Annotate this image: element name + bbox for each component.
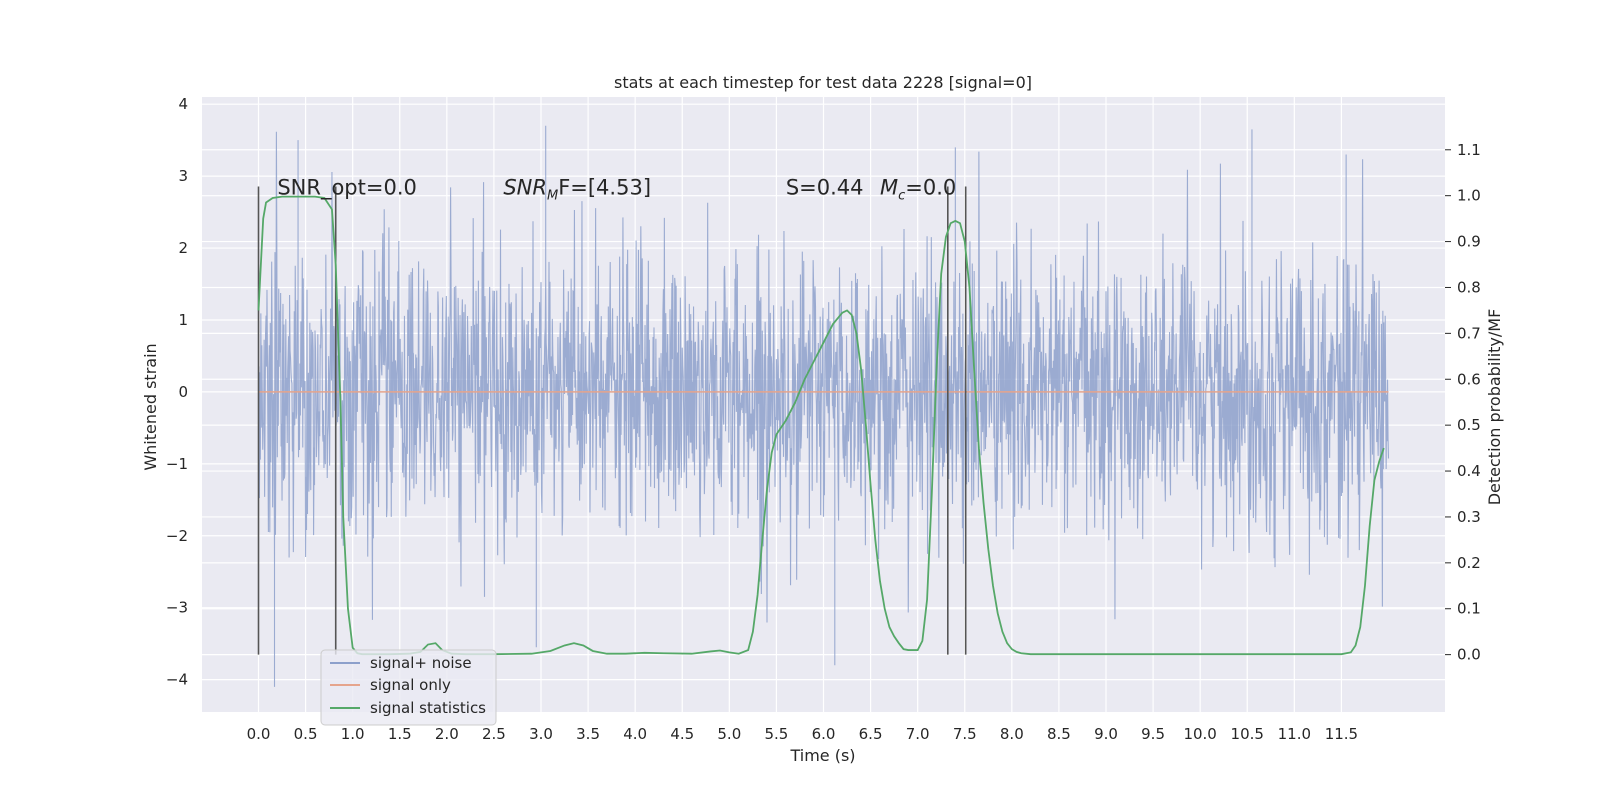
annotation-mc-base: M bbox=[880, 176, 898, 200]
y-left-tick-label: 1 bbox=[178, 311, 188, 329]
x-tick-label: 6.5 bbox=[859, 725, 883, 743]
x-tick-label: 6.0 bbox=[812, 725, 836, 743]
x-tick-label: 4.0 bbox=[623, 725, 647, 743]
y-right-axis-label: Detection probability/MF bbox=[1485, 309, 1504, 506]
annotation-snr-opt: SNR_opt=0.0 bbox=[277, 176, 417, 201]
y-left-tick-label: −3 bbox=[166, 599, 188, 617]
x-tick-label: 11.0 bbox=[1278, 725, 1311, 743]
x-tick-label: 9.5 bbox=[1141, 725, 1165, 743]
y-right-tick-label: 0.5 bbox=[1457, 416, 1481, 434]
legend: signal+ noise signal only signal statist… bbox=[320, 649, 497, 726]
legend-label-signal-noise: signal+ noise bbox=[370, 654, 472, 672]
y-left-tick-label: 2 bbox=[178, 239, 188, 257]
legend-label-signal-statistics: signal statistics bbox=[370, 699, 486, 717]
annotation-mc-sub: c bbox=[898, 189, 905, 204]
x-tick-label: 0.5 bbox=[294, 725, 318, 743]
y-right-tick-label: 0.2 bbox=[1457, 554, 1481, 572]
annotation-snr-mf: SNRMF=[4.53] bbox=[503, 176, 651, 204]
y-right-tick-label: 0.6 bbox=[1457, 370, 1481, 388]
annotation-snr-mf-sub: M bbox=[547, 189, 558, 204]
annotation-snr-mf-tail: F=[4.53] bbox=[558, 176, 651, 200]
y-left-tick-label: 3 bbox=[178, 167, 188, 185]
y-right-tick-label: 0.0 bbox=[1457, 646, 1481, 664]
annotation-mc-tail: =0.0 bbox=[905, 176, 956, 200]
x-tick-label: 2.0 bbox=[435, 725, 459, 743]
y-left-axis-ticks: 4 3 2 1 0 −1 −2 −3 −4 bbox=[166, 95, 188, 688]
signal-noise-line bbox=[257, 125, 1390, 687]
x-tick-label: 7.5 bbox=[953, 725, 977, 743]
x-tick-label: 10.0 bbox=[1183, 725, 1216, 743]
x-tick-label: 5.5 bbox=[764, 725, 788, 743]
annotation-snr-mf-base: SNR bbox=[503, 176, 547, 200]
chart-title: stats at each timestep for test data 222… bbox=[614, 73, 1032, 92]
x-tick-label: 5.0 bbox=[717, 725, 741, 743]
x-tick-label: 8.0 bbox=[1000, 725, 1024, 743]
x-tick-label: 8.5 bbox=[1047, 725, 1071, 743]
signal-noise-series bbox=[257, 125, 1390, 687]
y-right-tick-label: 1.1 bbox=[1457, 141, 1481, 159]
x-tick-label: 7.0 bbox=[906, 725, 930, 743]
x-tick-label: 3.5 bbox=[576, 725, 600, 743]
y-left-tick-label: 0 bbox=[178, 383, 188, 401]
y-right-tick-label: 0.3 bbox=[1457, 508, 1481, 526]
y-left-tick-label: −1 bbox=[166, 455, 188, 473]
x-tick-label: 10.5 bbox=[1231, 725, 1264, 743]
y-left-tick-label: 4 bbox=[178, 95, 188, 113]
y-left-axis-label: Whitened strain bbox=[141, 343, 160, 470]
legend-label-signal-only: signal only bbox=[370, 676, 451, 694]
annotations: SNR_opt=0.0 SNRMF=[4.53] S=0.44 Mc=0.0 bbox=[277, 176, 956, 204]
x-tick-label: 0.0 bbox=[247, 725, 271, 743]
annotation-mc: Mc=0.0 bbox=[880, 176, 956, 204]
x-axis-label: Time (s) bbox=[789, 746, 855, 765]
x-tick-label: 1.0 bbox=[341, 725, 365, 743]
x-tick-label: 3.0 bbox=[529, 725, 553, 743]
y-right-tick-label: 0.9 bbox=[1457, 233, 1481, 251]
annotation-s: S=0.44 bbox=[786, 176, 864, 200]
y-right-tick-label: 0.7 bbox=[1457, 324, 1481, 342]
x-tick-label: 1.5 bbox=[388, 725, 412, 743]
x-tick-label: 4.5 bbox=[670, 725, 694, 743]
y-right-tick-label: 1.0 bbox=[1457, 187, 1481, 205]
x-tick-label: 2.5 bbox=[482, 725, 506, 743]
y-left-tick-label: −4 bbox=[166, 671, 188, 689]
y-right-axis-ticks: 1.1 1.0 0.9 0.8 0.7 0.6 0.5 0.4 0.3 0.2 0.1 0.0 bbox=[1445, 141, 1481, 664]
y-right-tick-label: 0.8 bbox=[1457, 278, 1481, 296]
x-tick-label: 11.5 bbox=[1325, 725, 1358, 743]
x-tick-label: 9.0 bbox=[1094, 725, 1118, 743]
y-right-tick-label: 0.1 bbox=[1457, 600, 1481, 618]
legend-box bbox=[320, 649, 497, 726]
y-left-tick-label: −2 bbox=[166, 527, 188, 545]
x-axis-ticks: 0.0 0.5 1.0 1.5 2.0 2.5 3.0 3.5 4.0 4.5 5.0 5.5 6.0 6… bbox=[247, 725, 1359, 743]
y-right-tick-label: 0.4 bbox=[1457, 462, 1481, 480]
